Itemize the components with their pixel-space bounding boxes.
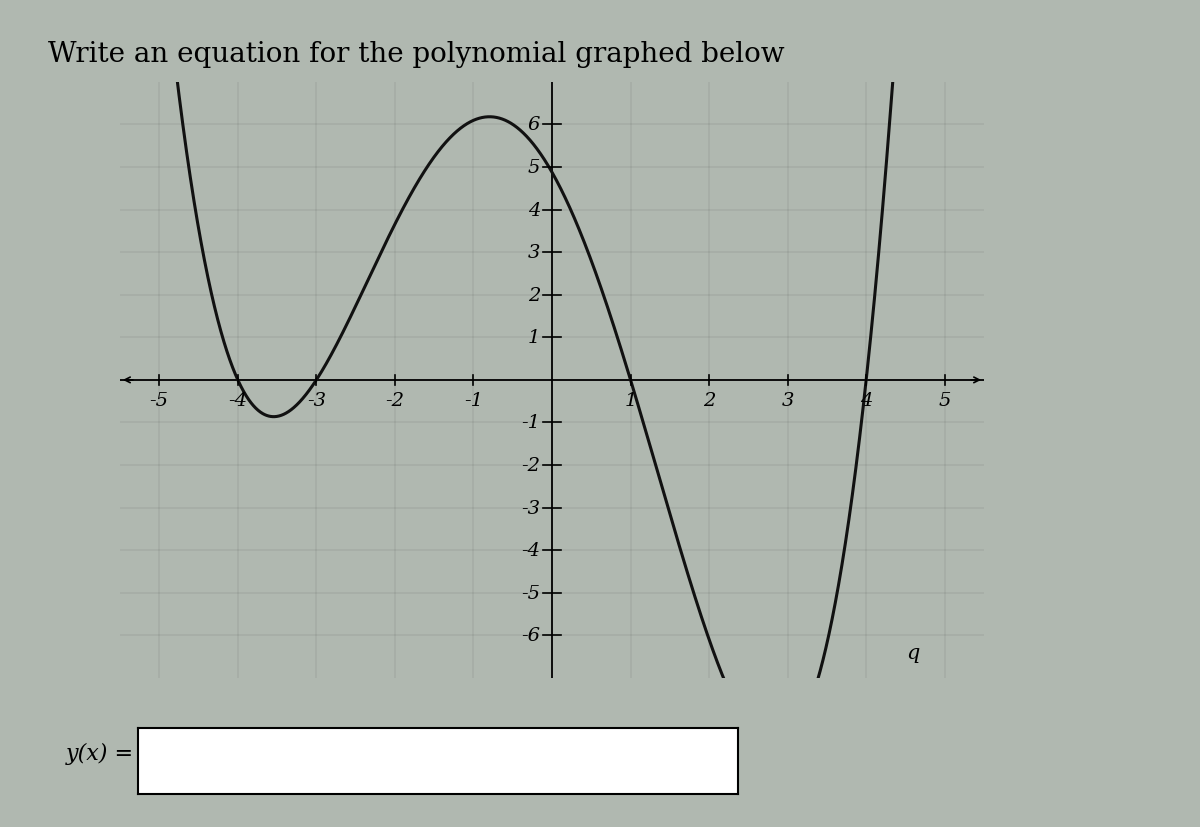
Text: -6: -6: [521, 627, 540, 644]
Text: q: q: [907, 643, 920, 662]
Text: -4: -4: [228, 391, 247, 409]
Text: 1: 1: [528, 329, 540, 347]
Text: 1: 1: [624, 391, 637, 409]
Text: -4: -4: [521, 542, 540, 560]
Text: 3: 3: [781, 391, 794, 409]
Text: 5: 5: [528, 159, 540, 177]
Text: 6: 6: [528, 117, 540, 134]
Text: Write an equation for the polynomial graphed below: Write an equation for the polynomial gra…: [48, 41, 785, 69]
Text: -5: -5: [150, 391, 169, 409]
Text: 2: 2: [528, 286, 540, 304]
Text: y(x) =: y(x) =: [66, 742, 134, 763]
Text: 4: 4: [528, 201, 540, 219]
Text: 3: 3: [528, 244, 540, 262]
Text: -1: -1: [464, 391, 482, 409]
Text: -2: -2: [385, 391, 404, 409]
Text: -1: -1: [521, 414, 540, 432]
Text: 4: 4: [860, 391, 872, 409]
Text: 5: 5: [938, 391, 950, 409]
Text: -5: -5: [521, 584, 540, 602]
Text: 2: 2: [703, 391, 715, 409]
Text: -3: -3: [307, 391, 326, 409]
Text: -3: -3: [521, 499, 540, 517]
Text: -2: -2: [521, 457, 540, 475]
